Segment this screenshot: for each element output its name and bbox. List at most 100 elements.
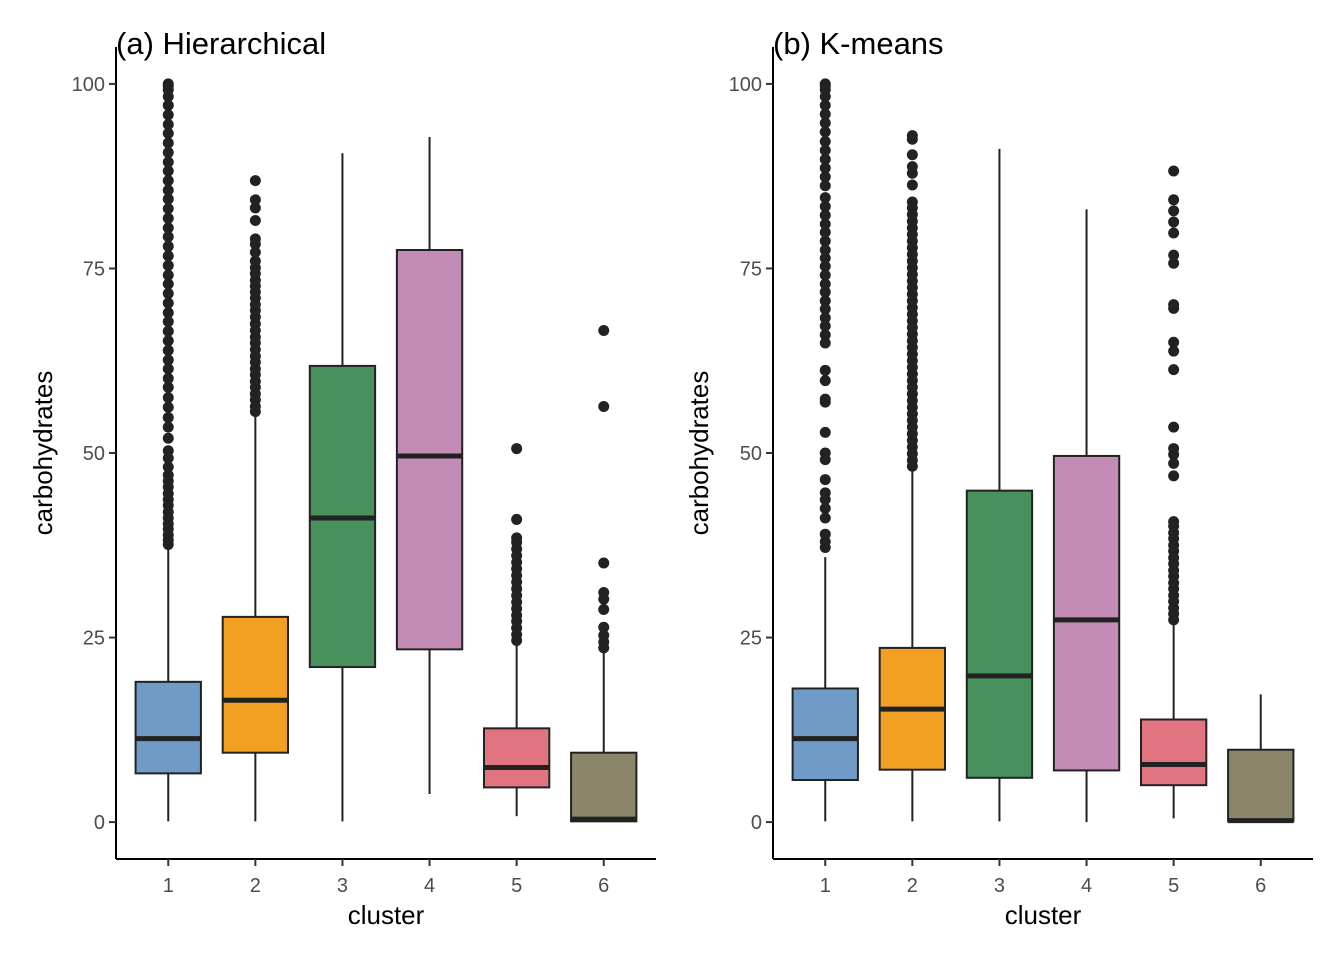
outlier-point [819, 312, 831, 324]
boxplot-cluster-2 [221, 175, 290, 822]
outlier-point [162, 461, 174, 473]
outlier-point [1168, 249, 1180, 261]
outlier-point [249, 175, 261, 187]
boxplot-cluster-4 [395, 137, 464, 795]
x-axis-title: cluster [348, 900, 425, 930]
x-tick-label: 2 [907, 875, 918, 897]
outlier-point [906, 179, 918, 191]
outlier-point [819, 512, 831, 524]
outlier-point [819, 99, 831, 111]
outlier-point [1168, 216, 1180, 228]
outlier-point [162, 165, 174, 177]
outlier-point [819, 200, 831, 212]
outlier-point [162, 212, 174, 224]
y-tick-label: 50 [83, 443, 105, 465]
outlier-point [819, 117, 831, 129]
outlier-point [162, 372, 174, 384]
panel-hierarchical: (a) Hierarchical 0 25 50 75 100 1 2 3 4 5 6 cluster c… [28, 26, 656, 930]
outlier-point [162, 278, 174, 290]
outlier-point [819, 295, 831, 307]
outlier-point [162, 156, 174, 168]
outlier-point [1168, 470, 1180, 482]
outlier-point [906, 149, 918, 161]
outlier-point [819, 218, 831, 230]
outlier-point [819, 260, 831, 272]
outlier-point [819, 426, 831, 438]
outlier-point [162, 250, 174, 262]
outlier-point [598, 629, 610, 641]
outlier-point [819, 126, 831, 138]
outlier-point [819, 180, 831, 192]
outlier-point [162, 432, 174, 444]
y-tick-label: 25 [740, 628, 762, 650]
outlier-point [819, 226, 831, 238]
boxplot-cluster-5 [1139, 165, 1208, 819]
y-tick-label: 75 [83, 258, 105, 280]
outlier-point [162, 127, 174, 139]
outlier-point [162, 78, 174, 90]
outlier-point [162, 325, 174, 337]
outlier-point [1168, 345, 1180, 357]
outlier-point [162, 307, 174, 319]
outlier-point [598, 557, 610, 569]
outlier-point [1168, 516, 1180, 528]
outlier-point [598, 400, 610, 412]
outlier-point [1168, 336, 1180, 348]
outlier-point [598, 324, 610, 336]
outlier-point [819, 320, 831, 332]
outlier-point [906, 196, 918, 208]
iqr-box [221, 615, 290, 754]
iqr-box [1227, 748, 1295, 823]
outlier-point [162, 316, 174, 328]
x-tick-label: 4 [1081, 875, 1092, 897]
outlier-point [906, 130, 918, 142]
outlier-point [162, 119, 174, 131]
outlier-point [162, 392, 174, 404]
panel-kmeans: (b) K-means 0 25 50 75 100 1 2 3 4 5 6 cluster carboh… [684, 26, 1313, 930]
outlier-point [162, 288, 174, 300]
boxplot-cluster-5 [482, 443, 551, 817]
outlier-point [162, 335, 174, 347]
outlier-point [1168, 194, 1180, 206]
outlier-point [819, 286, 831, 298]
outlier-point [249, 202, 261, 214]
outlier-point [598, 603, 610, 615]
outlier-point [819, 528, 831, 540]
outlier-point [162, 99, 174, 111]
outlier-point [819, 252, 831, 264]
x-tick-label: 6 [1255, 875, 1266, 897]
outlier-point [162, 363, 174, 375]
outlier-point [819, 474, 831, 486]
outlier-point [1168, 165, 1180, 177]
outlier-point [819, 502, 831, 514]
outlier-point [249, 255, 261, 267]
x-tick-label: 4 [424, 875, 435, 897]
outlier-point [162, 222, 174, 234]
iqr-box [1139, 718, 1208, 787]
outlier-point [1168, 443, 1180, 455]
x-tick-label: 5 [1168, 875, 1179, 897]
outlier-point [819, 171, 831, 183]
outlier-point [819, 269, 831, 281]
outlier-point [162, 297, 174, 309]
iqr-box [134, 680, 202, 775]
outlier-point [598, 621, 610, 633]
y-tick-label: 75 [740, 258, 762, 280]
panel-title: (a) Hierarchical [116, 26, 326, 61]
outlier-point [819, 108, 831, 120]
outlier-point [819, 162, 831, 174]
outlier-point [819, 144, 831, 156]
outlier-point [162, 269, 174, 281]
boxplot-cluster-3 [965, 148, 1034, 822]
outlier-point [1168, 299, 1180, 311]
boxplot-cluster-2 [878, 130, 947, 822]
outlier-point [162, 203, 174, 215]
y-tick-label: 100 [72, 74, 105, 96]
x-tick-label: 1 [163, 875, 174, 897]
outlier-point [819, 364, 831, 376]
y-axis-title: carbohydrates [684, 371, 714, 536]
outlier-point [1168, 205, 1180, 217]
outlier-point [162, 137, 174, 149]
boxplot-cluster-1 [791, 78, 859, 822]
outlier-point [162, 445, 174, 457]
